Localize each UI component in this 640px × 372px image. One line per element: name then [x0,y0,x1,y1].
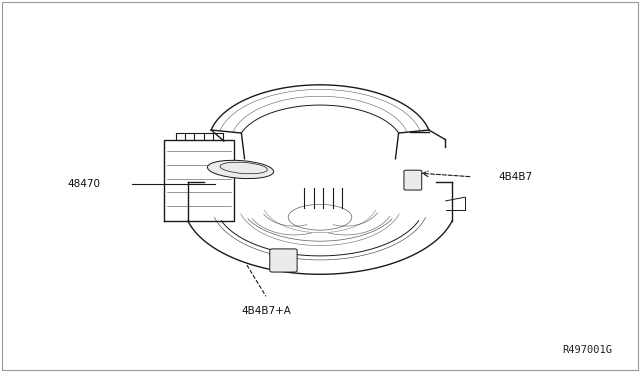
FancyBboxPatch shape [404,170,422,190]
Text: 4B4B7+A: 4B4B7+A [241,305,291,315]
Ellipse shape [207,160,274,179]
FancyBboxPatch shape [270,249,297,272]
Text: 4B4B7: 4B4B7 [498,172,532,182]
Text: R497001G: R497001G [563,345,612,355]
Text: 48470: 48470 [68,179,100,189]
